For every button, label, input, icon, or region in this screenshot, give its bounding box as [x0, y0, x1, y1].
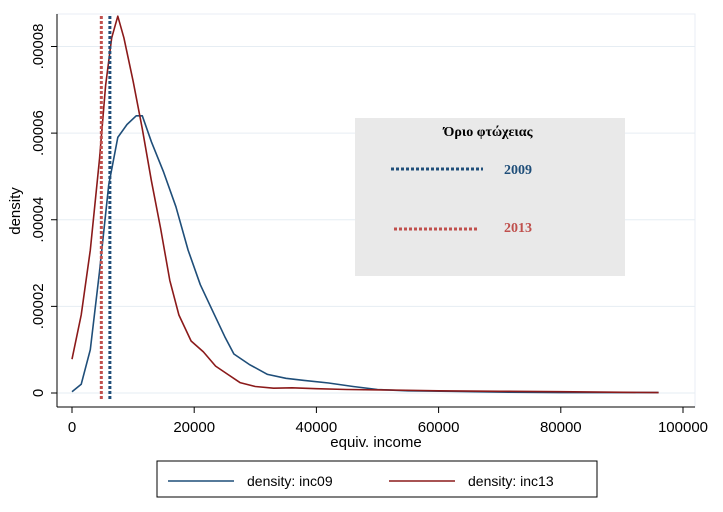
poverty-lines [99, 16, 112, 400]
x-tick-label: 0 [68, 419, 76, 436]
y-tick-label: .00008 [30, 24, 47, 70]
x-tick-label: 60000 [418, 419, 460, 436]
x-tick-label: 20000 [173, 419, 215, 436]
x-tick-label: 80000 [540, 419, 582, 436]
legend-label-inc13: density: inc13 [468, 473, 554, 489]
y-tick-label: .00006 [30, 110, 47, 156]
y-tick-label: 0 [30, 389, 47, 397]
y-tick-label: .00004 [30, 197, 47, 243]
x-tick-label: 100000 [658, 419, 708, 436]
x-axis: 0 20000 40000 60000 80000 100000 [57, 406, 708, 436]
y-tick-label: .00002 [30, 283, 47, 329]
annotation-2013-label: 2013 [504, 221, 532, 236]
y-axis-title: density [7, 187, 24, 235]
annotation-box: Όριο φτώχειας 2009 2013 [355, 118, 625, 276]
annotation-2009-label: 2009 [504, 163, 532, 178]
x-tick-label: 40000 [296, 419, 338, 436]
x-axis-title: equiv. income [330, 434, 421, 451]
legend: density: inc09 density: inc13 [156, 460, 598, 498]
annotation-title: Όριο φτώχειας [443, 125, 534, 140]
legend-label-inc09: density: inc09 [247, 473, 333, 489]
legend-box [156, 460, 598, 498]
y-axis: 0 .00002 .00004 .00006 .00008 [30, 14, 58, 407]
annotation-box-background [355, 118, 625, 276]
